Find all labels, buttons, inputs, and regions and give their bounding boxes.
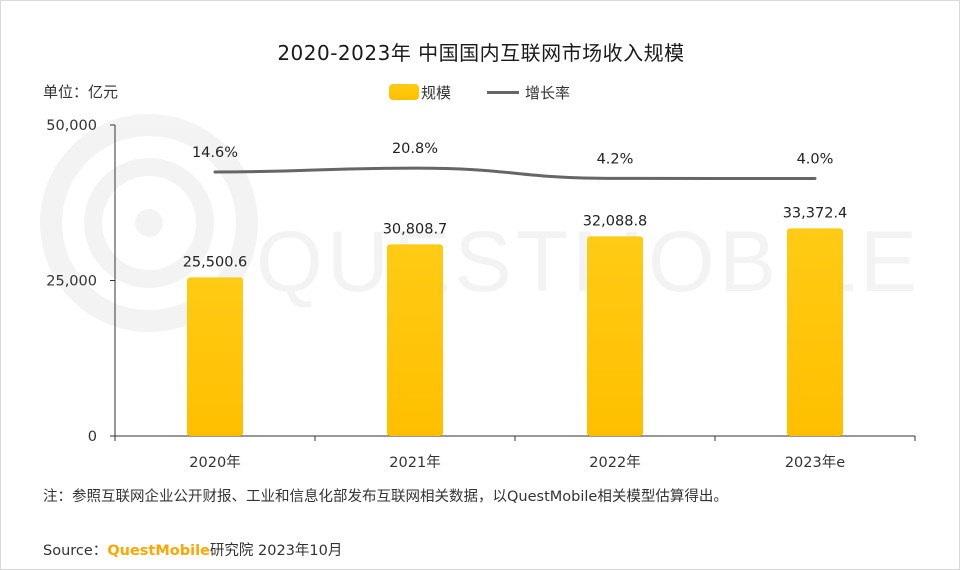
legend-bar-label: 规模 <box>421 83 452 102</box>
bar-data-label: 30,808.7 <box>383 221 448 237</box>
bar-data-label: 33,372.4 <box>783 205 848 221</box>
x-tick-label: 2023年e <box>785 454 845 471</box>
growth-rate-line <box>213 166 817 181</box>
source-brand: QuestMobile <box>107 543 210 559</box>
bar <box>787 228 843 436</box>
source-suffix: 研究院 2023年10月 <box>209 543 343 559</box>
footnote: 注：参照互联网企业公开财报、工业和信息化部发布互联网相关数据，以QuestMob… <box>43 489 728 505</box>
bar-data-label: 32,088.8 <box>583 213 648 229</box>
bar-data-label: 25,500.6 <box>183 254 248 270</box>
legend-bar-swatch <box>389 84 419 100</box>
chart-title: 2020-2023年 中国国内互联网市场收入规模 <box>277 41 685 65</box>
line-data-label: 14.6% <box>192 145 238 161</box>
legend-line-label: 增长率 <box>525 83 571 102</box>
x-tick-label: 2021年 <box>389 454 440 471</box>
y-tick-label: 50,000 <box>46 118 97 134</box>
x-tick-label: 2020年 <box>189 454 240 471</box>
line-data-label: 20.8% <box>392 141 438 157</box>
legend-line-swatch <box>487 90 520 94</box>
unit-label: 单位：亿元 <box>43 83 119 101</box>
x-tick-label: 2022年 <box>589 454 640 471</box>
line-data-label: 4.0% <box>797 152 834 168</box>
bar <box>587 236 643 436</box>
source-prefix: Source： <box>43 543 108 559</box>
y-tick-label: 25,000 <box>46 274 97 290</box>
legend: 规模 增长率 <box>389 81 570 103</box>
bar <box>387 244 443 436</box>
line-data-label: 4.2% <box>597 151 634 167</box>
y-tick-label: 0 <box>88 429 97 445</box>
source-line: Source：QuestMobile研究院 2023年10月 <box>43 539 342 560</box>
bar <box>187 277 243 436</box>
